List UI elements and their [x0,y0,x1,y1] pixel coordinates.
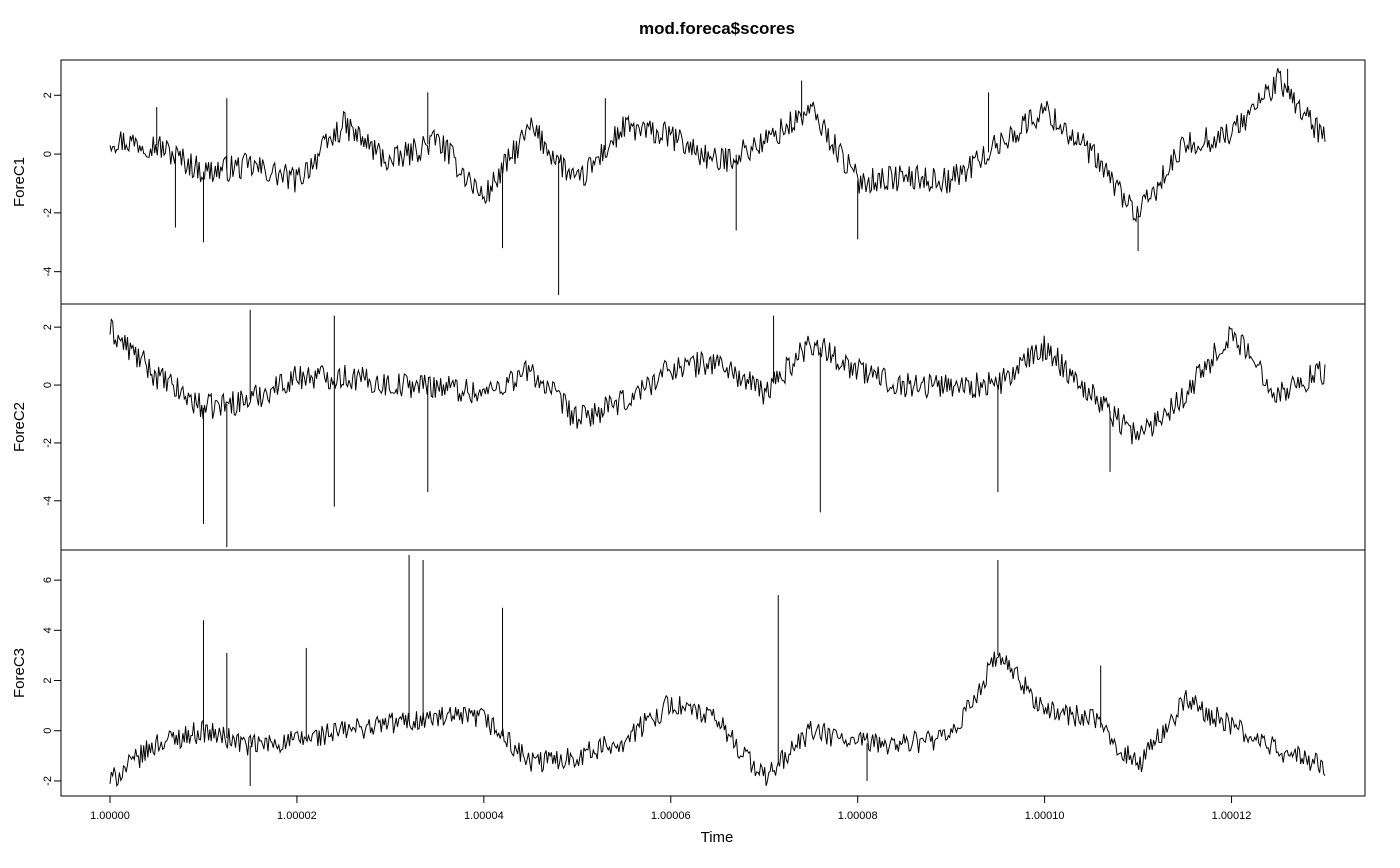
panel-3-ytick-label: 4 [42,627,54,633]
panel-1-ytick-label: 0 [42,151,54,157]
chart-title: mod.foreca$scores [639,19,795,38]
panel-2-series-line [109,317,1326,445]
panel-1-ylabel: ForeC1 [11,157,28,207]
panel-3-ytick-label: -2 [42,776,54,786]
x-tick-label: 1.00006 [651,810,691,822]
x-axis-label: Time [701,829,734,846]
panel-2-ytick-label: -2 [42,438,54,448]
x-tick-label: 1.00012 [1212,810,1252,822]
panel-2-ytick-label: 2 [42,324,54,330]
panel-2-ylabel: ForeC2 [11,402,28,452]
panel-2-ytick-label: 0 [42,382,54,388]
panel-2-frame [60,303,1366,551]
panel-3-ytick-label: 6 [42,577,54,583]
x-tick-label: 1.00000 [90,810,130,822]
panel-1-series-line [109,68,1326,223]
panel-3-ytick-label: 2 [42,677,54,683]
x-tick-label: 1.00008 [838,810,878,822]
panel-2-ytick-label: -4 [42,496,54,506]
panel-3-series-line [109,651,1326,788]
panel-1-frame [60,59,1366,305]
panel-3-frame [60,549,1366,797]
panel-1-ytick-label: -4 [42,267,54,277]
panel-3-ytick-label: 0 [42,728,54,734]
x-tick-label: 1.00004 [464,810,504,822]
panel-1-ytick-label: -2 [42,208,54,218]
x-tick-label: 1.00002 [277,810,317,822]
series-layer [109,68,1326,788]
panel-3-ylabel: ForeC3 [11,648,28,698]
axes-layer: -4 -2 0 2 -4 -2 0 2 -2 0 2 4 6 1.00000 1.00002 1.00004 1… [42,92,1251,822]
x-tick-label: 1.00010 [1025,810,1065,822]
panel-1-ytick-label: 2 [42,92,54,98]
